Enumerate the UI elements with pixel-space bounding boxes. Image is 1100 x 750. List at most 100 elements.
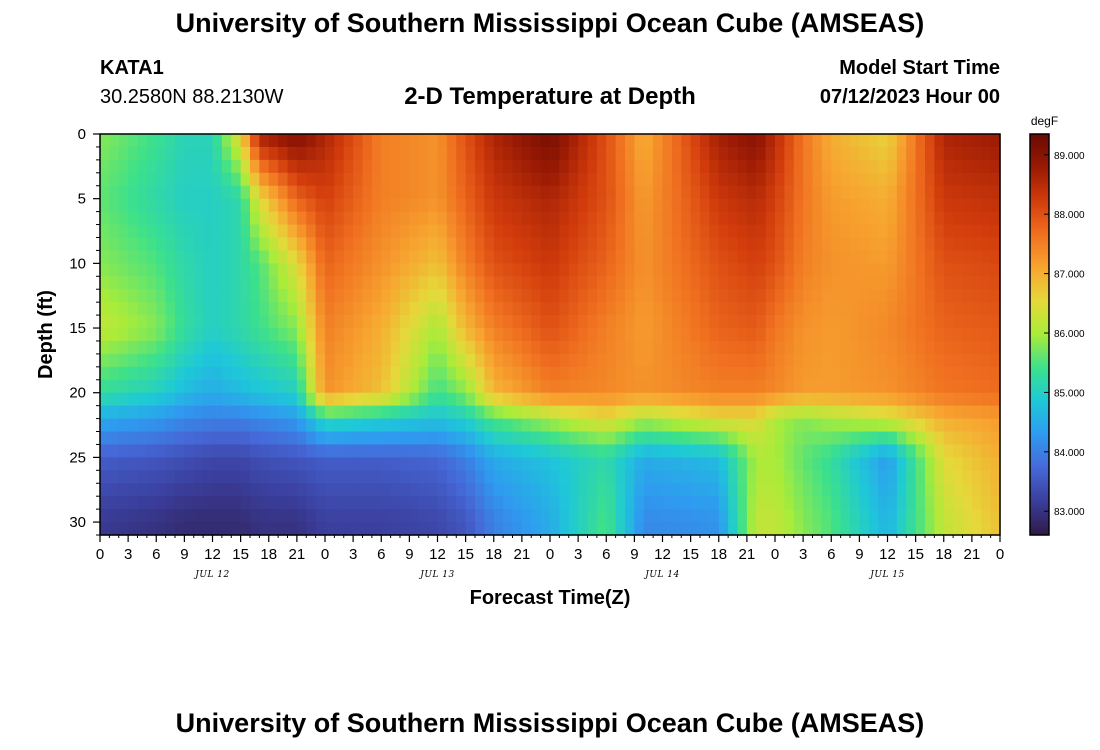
heatmap-cell bbox=[578, 134, 589, 148]
heatmap-cell bbox=[475, 224, 485, 239]
heatmap-cell bbox=[690, 418, 701, 433]
heatmap-cell bbox=[343, 457, 354, 471]
heatmap-cell bbox=[728, 328, 739, 342]
heatmap-cell bbox=[615, 457, 626, 471]
heatmap-cell bbox=[700, 198, 710, 213]
heatmap-cell bbox=[643, 366, 654, 381]
heatmap-cell bbox=[325, 134, 335, 148]
heatmap-cell bbox=[671, 134, 682, 148]
heatmap-cell bbox=[971, 444, 982, 458]
heatmap-cell bbox=[315, 211, 326, 226]
heatmap-cell bbox=[634, 146, 645, 161]
heatmap-cell bbox=[503, 276, 514, 290]
heatmap-cell bbox=[100, 328, 110, 342]
heatmap-cell bbox=[446, 431, 457, 446]
heatmap-cell bbox=[315, 134, 326, 148]
heatmap-cell bbox=[709, 509, 720, 523]
heatmap-cell bbox=[287, 405, 298, 420]
heatmap-cell bbox=[840, 146, 851, 161]
heatmap-cell bbox=[156, 224, 167, 239]
heatmap-cell bbox=[390, 224, 401, 239]
heatmap-cell bbox=[671, 457, 682, 471]
heatmap-cell bbox=[521, 496, 532, 510]
heatmap-cell bbox=[793, 146, 804, 161]
heatmap-cell bbox=[240, 198, 251, 213]
heatmap-cell bbox=[934, 276, 945, 290]
heatmap-cell bbox=[981, 146, 992, 161]
heatmap-cell bbox=[962, 250, 973, 264]
heatmap-cell bbox=[371, 224, 382, 239]
heatmap-cell bbox=[606, 509, 617, 523]
heatmap-cell bbox=[165, 496, 176, 510]
heatmap-cell bbox=[953, 224, 964, 239]
heatmap-cell bbox=[287, 392, 298, 407]
heatmap-cell bbox=[296, 224, 307, 239]
heatmap-cell bbox=[625, 353, 635, 368]
heatmap-cell bbox=[156, 366, 167, 381]
heatmap-cell bbox=[868, 379, 879, 394]
heatmap-cell bbox=[250, 496, 260, 510]
heatmap-cell bbox=[296, 496, 307, 510]
heatmap-cell bbox=[615, 483, 626, 497]
heatmap-cell bbox=[465, 146, 476, 161]
heatmap-cell bbox=[625, 405, 635, 420]
heatmap-cell bbox=[681, 250, 692, 264]
heatmap-cell bbox=[568, 405, 579, 420]
heatmap-cell bbox=[531, 444, 542, 458]
heatmap-cell bbox=[578, 366, 589, 381]
heatmap-cell bbox=[137, 185, 148, 200]
heatmap-cell bbox=[418, 366, 429, 381]
heatmap-cell bbox=[784, 237, 795, 252]
heatmap-cell bbox=[484, 315, 495, 329]
heatmap-cell bbox=[493, 276, 504, 290]
heatmap-cell bbox=[906, 224, 917, 239]
heatmap-cell bbox=[728, 134, 739, 148]
heatmap-cell bbox=[203, 185, 214, 200]
heatmap-cell bbox=[343, 263, 354, 277]
heatmap-cell bbox=[250, 211, 260, 226]
heatmap-cell bbox=[775, 418, 785, 433]
heatmap-cell bbox=[268, 483, 279, 497]
heatmap-cell bbox=[259, 276, 270, 290]
heatmap-cell bbox=[193, 172, 204, 187]
heatmap-cell bbox=[821, 237, 832, 252]
heatmap-cell bbox=[203, 431, 214, 446]
heatmap-cell bbox=[962, 379, 973, 394]
heatmap-cell bbox=[728, 211, 739, 226]
heatmap-cell bbox=[971, 353, 982, 368]
heatmap-cell bbox=[184, 146, 195, 161]
heatmap-cell bbox=[653, 172, 664, 187]
x-tick-label: 0 bbox=[546, 546, 554, 563]
heatmap-cell bbox=[971, 509, 982, 523]
heatmap-cell bbox=[268, 211, 279, 226]
heatmap-cell bbox=[512, 418, 523, 433]
heatmap-cell bbox=[278, 496, 289, 510]
heatmap-cell bbox=[371, 509, 382, 523]
heatmap-cell bbox=[418, 263, 429, 277]
heatmap-cell bbox=[325, 509, 335, 523]
heatmap-cell bbox=[446, 185, 457, 200]
heatmap-cell bbox=[287, 353, 298, 368]
heatmap-cell bbox=[906, 483, 917, 497]
heatmap-cell bbox=[137, 315, 148, 329]
heatmap-cell bbox=[381, 470, 392, 484]
heatmap-cell bbox=[428, 134, 439, 148]
heatmap-cell bbox=[821, 509, 832, 523]
heatmap-cell bbox=[793, 496, 804, 510]
heatmap-cell bbox=[606, 146, 617, 161]
heatmap-cell bbox=[746, 431, 757, 446]
heatmap-cell bbox=[671, 366, 682, 381]
heatmap-cell bbox=[240, 418, 251, 433]
heatmap-cell bbox=[325, 483, 335, 497]
heatmap-cell bbox=[203, 250, 214, 264]
heatmap-cell bbox=[240, 315, 251, 329]
heatmap-cell bbox=[456, 366, 467, 381]
heatmap-cell bbox=[756, 289, 767, 303]
heatmap-cell bbox=[371, 457, 382, 471]
heatmap-cell bbox=[728, 237, 739, 252]
heatmap-cell bbox=[465, 289, 476, 303]
heatmap-cell bbox=[390, 276, 401, 290]
heatmap-cell bbox=[315, 457, 326, 471]
heatmap-cell bbox=[568, 185, 579, 200]
heatmap-cell bbox=[887, 263, 898, 277]
